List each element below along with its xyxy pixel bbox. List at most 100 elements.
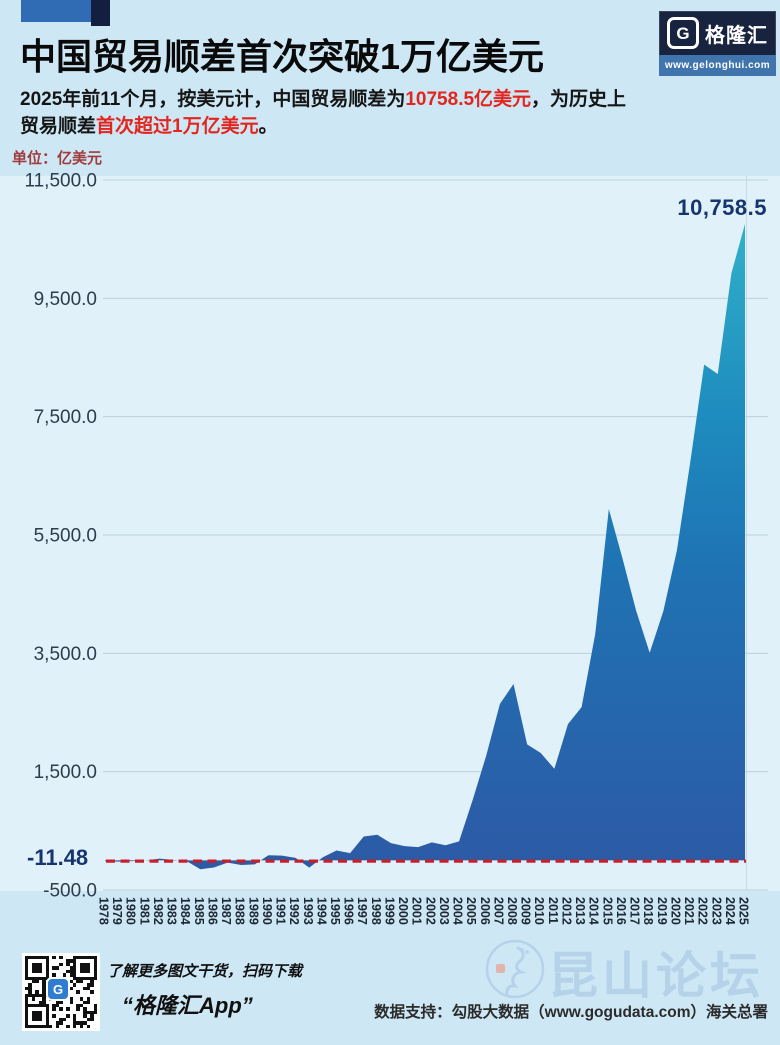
x-axis-year-label: 1979 <box>110 897 124 925</box>
x-axis-year-label: 2004 <box>451 897 465 925</box>
x-axis-year-label: 1982 <box>151 897 165 925</box>
qr-module <box>25 1004 29 1008</box>
qr-module <box>83 1000 87 1004</box>
qr-module <box>35 976 39 980</box>
qr-module <box>93 1010 97 1015</box>
x-axis-year-label: 1992 <box>287 897 301 925</box>
qr-module <box>31 993 36 998</box>
watermark-brand-text: 格隆汇 <box>284 347 405 389</box>
qr-module <box>59 1007 63 1011</box>
qr-module <box>31 976 36 980</box>
qr-module <box>25 1007 29 1011</box>
qr-module <box>79 1024 84 1028</box>
qr-module <box>55 1021 60 1025</box>
qr-module <box>76 976 80 980</box>
qr-module <box>38 956 43 960</box>
qr-module <box>35 980 39 984</box>
qr-module <box>90 1014 94 1018</box>
qr-module <box>59 956 63 960</box>
qr-module <box>79 1004 84 1008</box>
qr-module <box>59 1000 63 1004</box>
gelonghui-g-icon: G <box>667 17 699 49</box>
qr-module <box>73 983 77 987</box>
x-axis-year-label: 2016 <box>614 897 628 925</box>
qr-module <box>42 993 46 998</box>
qr-module <box>73 1021 77 1025</box>
qr-module <box>45 956 49 960</box>
qr-module <box>38 969 43 974</box>
qr-module <box>35 990 39 994</box>
qr-module <box>93 976 97 980</box>
forum-watermark: 昆山论坛 <box>548 948 764 1004</box>
qr-module <box>73 956 77 960</box>
x-axis-year-label: 2014 <box>587 897 601 925</box>
qr-module <box>69 986 73 991</box>
qr-module <box>62 973 67 977</box>
x-axis-year-label: 2024 <box>723 897 737 925</box>
qr-module <box>45 959 49 963</box>
x-axis-year-label: 1978 <box>97 897 111 925</box>
qr-module <box>86 1000 91 1004</box>
x-axis-year-label: 1980 <box>124 897 138 925</box>
x-axis-year-label: 2025 <box>737 897 751 925</box>
x-axis-year-label: 1981 <box>137 897 151 925</box>
page-title: 中国贸易顺差首次突破1万亿美元 <box>20 36 545 77</box>
qr-module <box>25 993 29 998</box>
qr-module <box>59 1017 63 1022</box>
qr-module <box>35 966 39 970</box>
qr-module <box>69 1000 73 1004</box>
subtitle: 2025年前11个月，按美元计，中国贸易顺差为10758.5亿美元，为历史上 贸… <box>20 86 768 140</box>
qr-module <box>31 966 36 970</box>
qr-module <box>45 1021 49 1025</box>
qr-module <box>52 973 56 977</box>
x-axis-year-label: 2007 <box>491 897 505 925</box>
qr-module <box>25 956 29 960</box>
x-axis-year-label: 2000 <box>396 897 410 925</box>
qr-module <box>35 993 39 998</box>
x-axis-year-label: 2018 <box>641 897 655 925</box>
reference-line-label: -11.48 <box>27 845 89 870</box>
qr-module <box>52 1014 56 1018</box>
qr-module <box>83 986 87 991</box>
qr-module <box>93 959 97 963</box>
qr-module <box>79 969 84 974</box>
x-axis-year-label: 2017 <box>628 897 642 925</box>
qr-module <box>76 956 80 960</box>
x-axis-year-label: 2015 <box>600 897 614 925</box>
qr-module <box>69 969 73 974</box>
qr-module <box>73 973 77 977</box>
qr-module <box>45 1004 49 1008</box>
qr-module <box>35 1024 39 1028</box>
qr-module <box>31 1010 36 1015</box>
x-axis-year-label: 1998 <box>369 897 383 925</box>
qr-module <box>62 1017 67 1022</box>
watermark-partner-url: www.gogudata.com <box>475 390 638 405</box>
qr-module <box>79 956 84 960</box>
qr-module <box>83 1007 87 1011</box>
subtitle-text-3: 贸易顺差 <box>20 116 97 137</box>
qr-module <box>45 966 49 970</box>
qr-module <box>38 1010 43 1015</box>
qr-module <box>31 1004 36 1008</box>
qr-module <box>79 997 84 1001</box>
qr-module <box>76 990 80 994</box>
qr-module <box>93 1004 97 1008</box>
qr-module <box>35 1004 39 1008</box>
qr-module <box>49 1024 53 1028</box>
qr-module <box>28 986 32 991</box>
y-axis-tick-label: 1,500.0 <box>34 762 97 783</box>
qr-module <box>31 1024 36 1028</box>
qr-module <box>45 1024 49 1028</box>
qr-pattern <box>25 956 97 1028</box>
qr-module <box>31 980 36 984</box>
watermark-g-icon: G <box>218 351 268 401</box>
x-axis-year-label: 2011 <box>546 897 560 924</box>
qr-module <box>38 1017 43 1022</box>
qr-module <box>42 1000 46 1004</box>
qr-module <box>25 1017 29 1022</box>
x-axis-year-label: 1988 <box>233 897 247 925</box>
qr-module <box>73 1017 77 1022</box>
center-watermark: G 格隆汇 www.gelonghui.com 勾股大数据 www.goguda… <box>218 348 659 405</box>
qr-module <box>93 973 97 977</box>
